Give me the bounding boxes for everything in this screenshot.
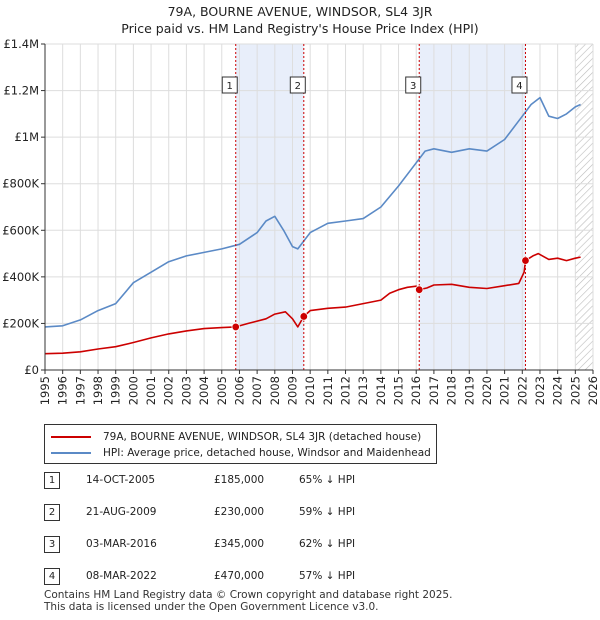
x-tick-label: 1999 (109, 376, 123, 405)
sale-marker-label: 1 (227, 81, 233, 92)
sale-price: £230,000 (214, 506, 265, 518)
sale-point (415, 285, 424, 294)
sale-marker-box (221, 76, 238, 94)
legend-label-price: 79A, BOURNE AVENUE, WINDSOR, SL4 3JR (de… (103, 431, 422, 443)
sale-hpi-diff: 59% ↓ HPI (299, 506, 356, 518)
sale-number-badge: 1 (44, 472, 60, 489)
shaded-range (419, 44, 526, 370)
footer-copyright: Contains HM Land Registry data © Crown c… (44, 589, 453, 601)
footer: Contains HM Land Registry data © Crown c… (44, 589, 452, 613)
chart-title: 79A, BOURNE AVENUE, WINDSOR, SL4 3JR (167, 4, 433, 19)
sale-marker-box (405, 76, 422, 94)
sale-number-badge: 2 (44, 504, 60, 521)
sale-price: £185,000 (214, 474, 265, 486)
y-tick-label: £600K (2, 223, 39, 237)
sale-point (521, 256, 530, 265)
x-tick-label: 1996 (56, 376, 70, 405)
x-tick-label: 2017 (427, 376, 441, 405)
sale-number-badge: 3 (44, 536, 60, 553)
x-tick-label: 2013 (356, 376, 370, 405)
sale-row: 4 08-MAR-2022 £470,000 57% ↓ HPI (44, 568, 444, 586)
x-tick-label: 2003 (179, 376, 193, 405)
y-tick-label: £1.4M (3, 37, 39, 51)
legend-item-hpi: HPI: Average price, detached house, Wind… (51, 445, 431, 461)
sale-marker-label: 4 (516, 81, 522, 92)
hatched-region (575, 44, 593, 370)
x-tick-label: 2014 (374, 376, 388, 405)
x-tick-label: 2012 (339, 376, 353, 405)
x-tick-label: 2004 (197, 376, 211, 405)
sale-marker-label: 2 (295, 81, 301, 92)
hpi-line (44, 96, 581, 328)
sale-price: £470,000 (214, 570, 265, 582)
sale-date: 14-OCT-2005 (86, 474, 155, 486)
sale-number-badge: 4 (44, 568, 60, 585)
y-tick-label: £200K (2, 316, 39, 330)
x-tick-label: 2001 (144, 376, 158, 405)
x-tick-label: 2025 (568, 376, 582, 405)
y-tick-label: £0 (24, 363, 39, 377)
sale-hpi-diff: 57% ↓ HPI (299, 570, 356, 582)
legend-label-hpi: HPI: Average price, detached house, Wind… (103, 447, 431, 459)
sale-hpi-diff: 65% ↓ HPI (299, 474, 356, 486)
y-tick-label: £800K (2, 177, 39, 191)
x-tick-label: 2008 (268, 376, 282, 405)
x-tick-label: 2002 (162, 376, 176, 405)
sale-marker-box (511, 76, 528, 94)
y-tick-label: £1M (14, 130, 39, 144)
x-tick-label: 2011 (321, 376, 335, 405)
sale-hpi-diff: 62% ↓ HPI (299, 538, 356, 550)
x-tick-label: 2007 (250, 376, 264, 405)
x-tick-label: 2023 (533, 376, 547, 405)
x-tick-label: 1995 (38, 376, 52, 405)
x-tick-label: 2021 (498, 376, 512, 405)
chart-subtitle: Price paid vs. HM Land Registry's House … (121, 21, 479, 36)
footer-licence: This data is licensed under the Open Gov… (44, 601, 379, 613)
sale-row: 3 03-MAR-2016 £345,000 62% ↓ HPI (44, 536, 444, 554)
x-tick-label: 2019 (462, 376, 476, 405)
sale-row: 2 21-AUG-2009 £230,000 59% ↓ HPI (44, 504, 444, 522)
sale-price: £345,000 (214, 538, 265, 550)
legend-item-price: 79A, BOURNE AVENUE, WINDSOR, SL4 3JR (de… (51, 429, 421, 445)
sale-marker-box (289, 76, 306, 94)
sale-date: 03-MAR-2016 (86, 538, 157, 550)
x-tick-label: 1998 (91, 376, 105, 405)
x-tick-label: 2000 (126, 376, 140, 405)
sale-date: 08-MAR-2022 (86, 570, 157, 582)
legend-swatch-price (51, 436, 91, 438)
sale-date: 21-AUG-2009 (86, 506, 157, 518)
sale-point (299, 312, 308, 321)
x-tick-label: 2020 (480, 376, 494, 405)
sale-marker-label: 3 (410, 81, 416, 92)
sale-point (231, 322, 240, 332)
legend-swatch-hpi (51, 452, 91, 454)
x-tick-label: 2024 (551, 376, 565, 405)
x-tick-label: 2015 (392, 376, 406, 405)
y-tick-label: £400K (2, 270, 39, 284)
sale-row: 1 14-OCT-2005 £185,000 65% ↓ HPI (44, 472, 444, 490)
x-tick-label: 2022 (515, 376, 529, 405)
x-tick-label: 2010 (303, 376, 317, 405)
legend: 79A, BOURNE AVENUE, WINDSOR, SL4 3JR (de… (44, 424, 437, 464)
x-tick-label: 1997 (73, 376, 87, 405)
x-tick-label: 2026 (586, 376, 600, 405)
x-tick-label: 2005 (215, 376, 229, 405)
x-tick-label: 2016 (409, 376, 423, 405)
price-chart: 1 2 3 4 £0 £200K £400K £600K £800K £1M £1.2M £1.4M… (2, 37, 600, 405)
x-tick-label: 2018 (445, 376, 459, 405)
y-tick-label: £1.2M (3, 84, 39, 98)
x-tick-label: 2006 (232, 376, 246, 405)
x-tick-label: 2009 (285, 376, 299, 405)
